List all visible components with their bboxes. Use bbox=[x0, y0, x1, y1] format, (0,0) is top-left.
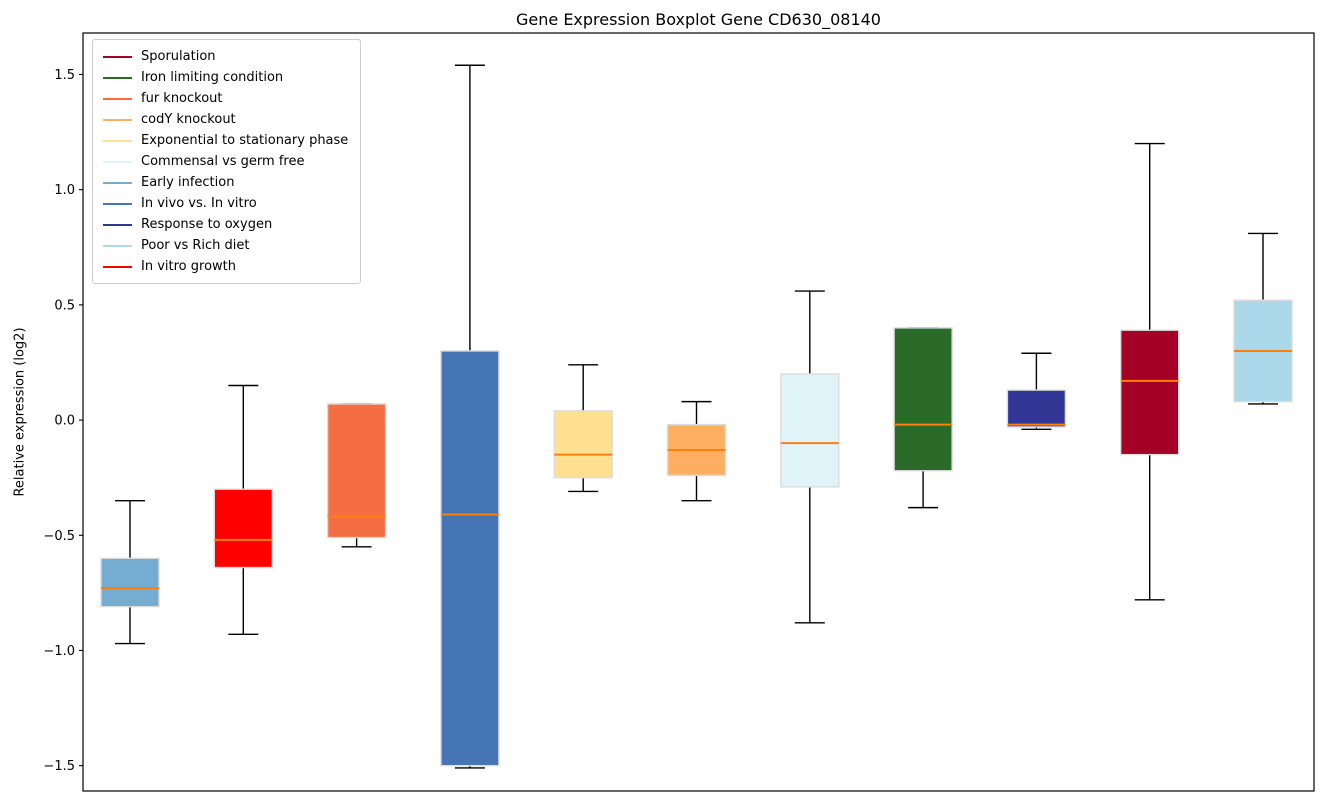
legend-label: codY knockout bbox=[141, 112, 236, 127]
y-tick-label: 0.5 bbox=[54, 298, 75, 313]
legend-swatch bbox=[103, 181, 132, 184]
legend-label: Poor vs Rich diet bbox=[141, 238, 250, 253]
legend-label: Response to oxygen bbox=[141, 217, 273, 232]
legend: Sporulation Iron limiting condition fur kn… bbox=[92, 39, 362, 284]
legend-swatch bbox=[103, 55, 132, 58]
legend-item: Poor vs Rich diet bbox=[103, 235, 348, 256]
box-in-vivo-vs-in-vitro bbox=[440, 350, 500, 767]
box-fur-knockout bbox=[326, 403, 387, 539]
y-tick-label: −1.0 bbox=[43, 644, 75, 659]
legend-label: In vitro growth bbox=[141, 259, 236, 274]
legend-swatch bbox=[103, 139, 132, 142]
legend-swatch bbox=[103, 76, 132, 79]
legend-label: Iron limiting condition bbox=[141, 70, 284, 85]
legend-swatch bbox=[103, 97, 132, 100]
y-tick-label: −1.5 bbox=[43, 759, 75, 774]
y-tick-label: 1.5 bbox=[54, 68, 75, 83]
legend-item: codY knockout bbox=[103, 109, 348, 130]
y-tick-label: −0.5 bbox=[43, 529, 75, 544]
axes-frame bbox=[82, 32, 1315, 792]
box-iron-limiting-condition bbox=[893, 327, 953, 472]
legend-label: Sporulation bbox=[141, 49, 216, 64]
legend-swatch bbox=[103, 244, 132, 247]
legend-label: Early infection bbox=[141, 175, 235, 190]
legend-item: Exponential to stationary phase bbox=[103, 130, 348, 151]
legend-item: fur knockout bbox=[103, 88, 348, 109]
y-tick-label: 0.0 bbox=[54, 414, 75, 429]
box-response-to-oxygen bbox=[1006, 389, 1067, 428]
legend-item: Sporulation bbox=[103, 46, 348, 67]
legend-label: In vivo vs. In vitro bbox=[141, 196, 257, 211]
legend-swatch bbox=[103, 265, 132, 268]
legend-swatch bbox=[103, 202, 132, 205]
legend-item: Iron limiting condition bbox=[103, 67, 348, 88]
legend-label: Exponential to stationary phase bbox=[141, 133, 349, 148]
legend-swatch bbox=[103, 160, 132, 163]
box-early-infection bbox=[100, 557, 160, 608]
legend-item: In vitro growth bbox=[103, 256, 348, 277]
legend-label: Commensal vs germ free bbox=[141, 154, 305, 169]
legend-item: In vivo vs. In vitro bbox=[103, 193, 348, 214]
box-in-vitro-growth bbox=[213, 488, 274, 569]
legend-item: Early infection bbox=[103, 172, 348, 193]
legend-swatch bbox=[103, 223, 132, 226]
legend-item: Commensal vs germ free bbox=[103, 151, 348, 172]
box-sporulation bbox=[1119, 329, 1180, 456]
box-exponential-to-stationary-phase bbox=[553, 410, 613, 479]
box-commensal-vs-germ-free bbox=[780, 373, 840, 488]
chart-title: Gene Expression Boxplot Gene CD630_08140 bbox=[516, 10, 881, 29]
legend-label: fur knockout bbox=[141, 91, 223, 106]
legend-swatch bbox=[103, 118, 132, 121]
y-axis-label: Relative expression (log2) bbox=[12, 327, 28, 497]
legend-item: Response to oxygen bbox=[103, 214, 348, 235]
y-tick-label: 1.0 bbox=[54, 183, 75, 198]
